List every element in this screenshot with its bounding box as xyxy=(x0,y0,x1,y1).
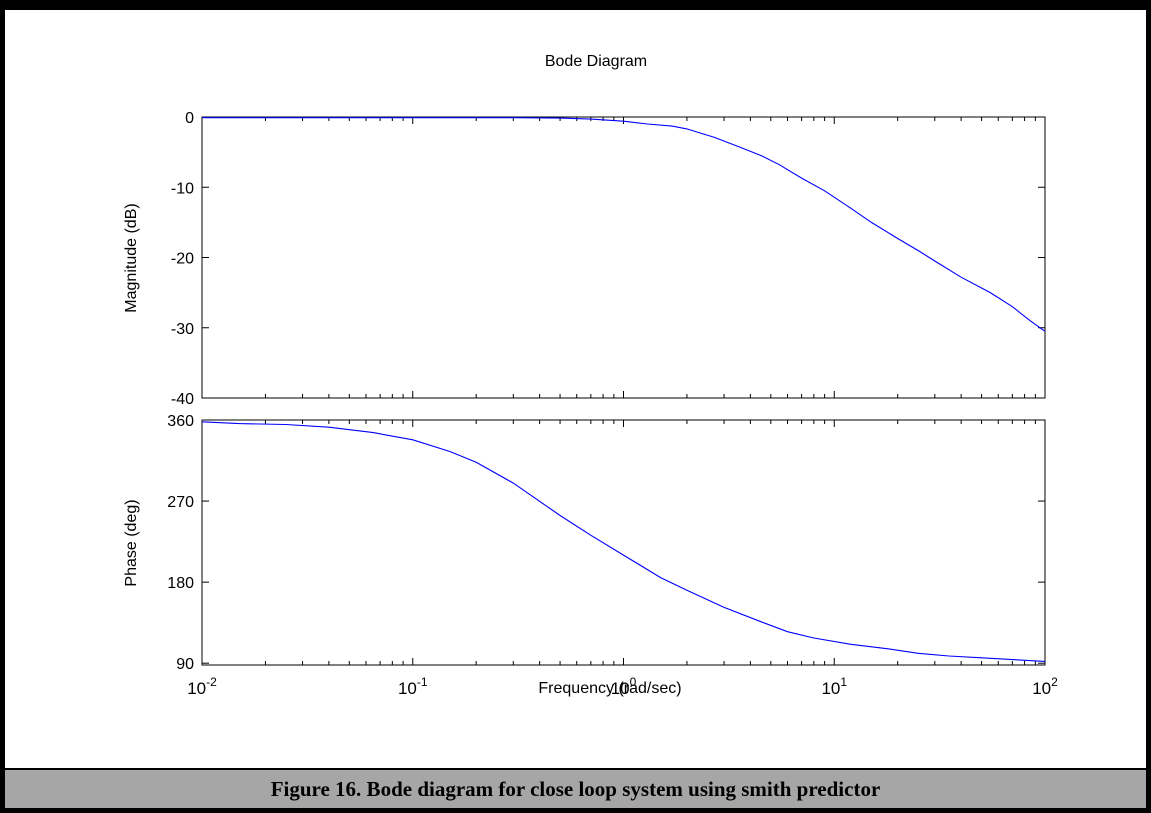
x-tick-label: 102 xyxy=(1032,675,1058,698)
phase-y-label: Phase (deg) xyxy=(123,499,140,586)
magnitude-y-tick-label: -40 xyxy=(171,391,194,408)
caption-text: Figure 16. Bode diagram for close loop s… xyxy=(270,776,881,801)
phase-y-tick-label: 180 xyxy=(167,575,194,592)
phase-y-tick-label: 360 xyxy=(167,413,194,430)
x-tick-label: 100 xyxy=(611,675,637,698)
phase-y-tick-label: 90 xyxy=(176,656,194,673)
chart-title: Bode Diagram xyxy=(545,53,647,70)
magnitude-y-tick-label: -20 xyxy=(171,251,194,268)
magnitude-y-tick-label: -10 xyxy=(171,180,194,197)
phase-axes-box xyxy=(201,419,1046,666)
magnitude-y-label: Magnitude (dB) xyxy=(123,203,140,312)
x-tick-label: 101 xyxy=(821,675,847,698)
magnitude-curve xyxy=(202,117,1046,332)
x-tick-label: 10-2 xyxy=(187,675,217,698)
phase-curve xyxy=(201,421,1046,662)
magnitude-y-tick-label: 0 xyxy=(185,110,194,127)
x-tick-label: 10-1 xyxy=(398,675,428,698)
figure-caption: Figure 16. Bode diagram for close loop s… xyxy=(5,768,1146,808)
x-axis-label: Frequency (rad/sec) xyxy=(538,680,681,697)
magnitude-y-tick-label: -30 xyxy=(171,321,194,338)
magnitude-axes-box xyxy=(201,116,1046,399)
phase-y-tick-label: 270 xyxy=(167,494,194,511)
